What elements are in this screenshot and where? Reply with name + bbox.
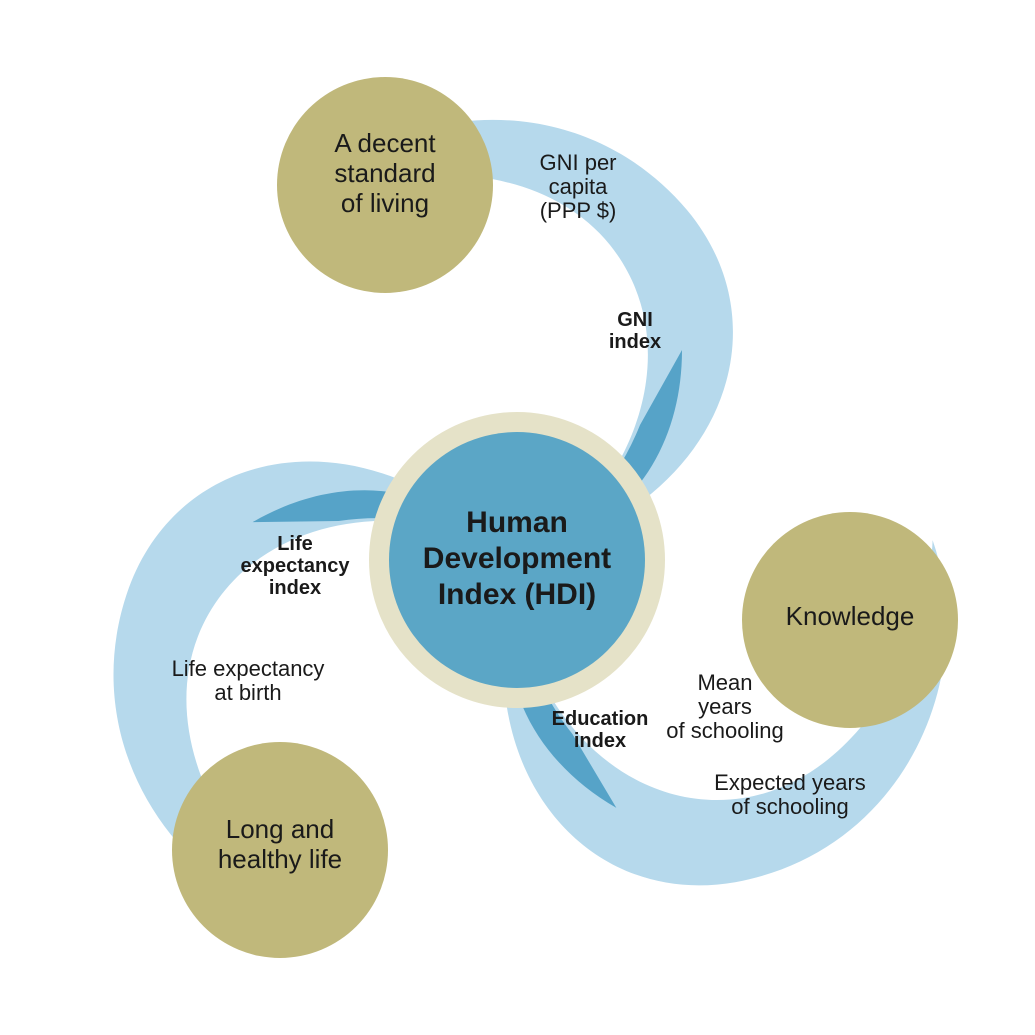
dimension-title-knowledge: Knowledge [786,601,915,631]
indicator-long_healthy_life: Life expectancyat birth [172,656,325,705]
dimension-title-standard_of_living: A decentstandardof living [334,128,436,218]
dimension-title-long_healthy_life: Long andhealthy life [218,814,342,874]
indicator-standard_of_living: GNI percapita(PPP $) [539,150,616,223]
hdi-diagram: HumanDevelopmentIndex (HDI)A decentstand… [0,0,1035,1035]
indicator2-knowledge: Expected yearsof schooling [714,770,866,819]
